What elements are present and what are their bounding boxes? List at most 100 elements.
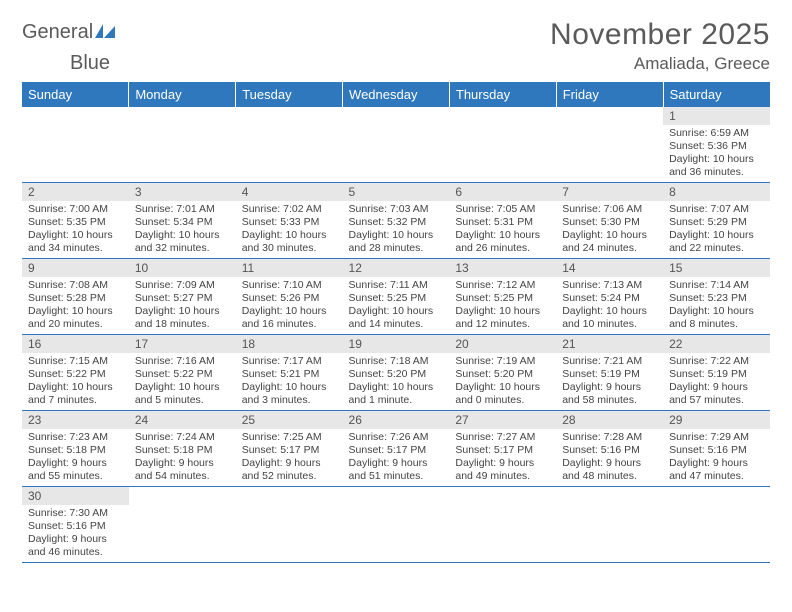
day-detail-line: and 18 minutes. — [135, 318, 230, 331]
calendar-empty-cell — [129, 487, 236, 563]
calendar-week-row: 16Sunrise: 7:15 AMSunset: 5:22 PMDayligh… — [22, 335, 770, 411]
day-number: 18 — [236, 335, 343, 353]
day-detail: Sunrise: 7:05 AMSunset: 5:31 PMDaylight:… — [449, 201, 556, 258]
day-number: 24 — [129, 411, 236, 429]
calendar-empty-cell — [129, 107, 236, 183]
day-detail-line: and 46 minutes. — [28, 546, 123, 559]
day-detail-line: Sunrise: 7:07 AM — [669, 203, 764, 216]
logo-word2: Blue — [70, 52, 110, 74]
day-detail-line: Sunrise: 6:59 AM — [669, 127, 764, 140]
weekday-header: Tuesday — [236, 82, 343, 107]
calendar-empty-cell — [556, 107, 663, 183]
day-detail-line: Daylight: 9 hours — [455, 457, 550, 470]
day-detail-line: Sunrise: 7:00 AM — [28, 203, 123, 216]
day-detail-line: and 51 minutes. — [349, 470, 444, 483]
day-detail-line: Sunset: 5:31 PM — [455, 216, 550, 229]
calendar-empty-cell — [556, 487, 663, 563]
day-number: 25 — [236, 411, 343, 429]
day-detail-line: Sunset: 5:17 PM — [455, 444, 550, 457]
day-detail-line: Sunrise: 7:15 AM — [28, 355, 123, 368]
day-detail-line: Daylight: 10 hours — [242, 305, 337, 318]
day-detail-line: and 1 minute. — [349, 394, 444, 407]
day-detail-line: Sunset: 5:20 PM — [455, 368, 550, 381]
day-detail: Sunrise: 7:12 AMSunset: 5:25 PMDaylight:… — [449, 277, 556, 334]
calendar-day-cell: 3Sunrise: 7:01 AMSunset: 5:34 PMDaylight… — [129, 183, 236, 259]
calendar-empty-cell — [343, 107, 450, 183]
day-detail-line: Daylight: 10 hours — [455, 305, 550, 318]
day-detail: Sunrise: 7:22 AMSunset: 5:19 PMDaylight:… — [663, 353, 770, 410]
day-detail: Sunrise: 7:01 AMSunset: 5:34 PMDaylight:… — [129, 201, 236, 258]
day-detail-line: Sunset: 5:19 PM — [669, 368, 764, 381]
day-detail-line: Sunrise: 7:24 AM — [135, 431, 230, 444]
calendar-day-cell: 12Sunrise: 7:11 AMSunset: 5:25 PMDayligh… — [343, 259, 450, 335]
day-detail-line: Sunrise: 7:10 AM — [242, 279, 337, 292]
day-detail-line: Daylight: 9 hours — [669, 457, 764, 470]
day-detail-line: Sunset: 5:17 PM — [242, 444, 337, 457]
day-detail-line: Daylight: 10 hours — [562, 229, 657, 242]
day-detail-line: and 58 minutes. — [562, 394, 657, 407]
calendar-table: SundayMondayTuesdayWednesdayThursdayFrid… — [22, 82, 770, 563]
calendar-day-cell: 16Sunrise: 7:15 AMSunset: 5:22 PMDayligh… — [22, 335, 129, 411]
day-detail: Sunrise: 6:59 AMSunset: 5:36 PMDaylight:… — [663, 125, 770, 182]
day-detail-line: Daylight: 10 hours — [28, 305, 123, 318]
day-number: 29 — [663, 411, 770, 429]
day-number: 7 — [556, 183, 663, 201]
day-detail-line: Sunset: 5:17 PM — [349, 444, 444, 457]
calendar-body: 1Sunrise: 6:59 AMSunset: 5:36 PMDaylight… — [22, 107, 770, 563]
day-detail-line: and 20 minutes. — [28, 318, 123, 331]
day-detail-line: Daylight: 10 hours — [455, 381, 550, 394]
day-detail-line: Daylight: 10 hours — [349, 305, 444, 318]
day-detail: Sunrise: 7:15 AMSunset: 5:22 PMDaylight:… — [22, 353, 129, 410]
day-detail: Sunrise: 7:11 AMSunset: 5:25 PMDaylight:… — [343, 277, 450, 334]
weekday-header: Monday — [129, 82, 236, 107]
day-detail-line: Daylight: 10 hours — [669, 229, 764, 242]
day-detail-line: Daylight: 10 hours — [455, 229, 550, 242]
calendar-day-cell: 29Sunrise: 7:29 AMSunset: 5:16 PMDayligh… — [663, 411, 770, 487]
calendar-week-row: 1Sunrise: 6:59 AMSunset: 5:36 PMDaylight… — [22, 107, 770, 183]
day-number: 2 — [22, 183, 129, 201]
day-detail-line: Sunrise: 7:25 AM — [242, 431, 337, 444]
day-detail-line: Sunset: 5:16 PM — [669, 444, 764, 457]
day-detail-line: Sunrise: 7:01 AM — [135, 203, 230, 216]
day-detail-line: and 8 minutes. — [669, 318, 764, 331]
day-detail-line: Sunrise: 7:23 AM — [28, 431, 123, 444]
day-number: 11 — [236, 259, 343, 277]
day-detail-line: Sunset: 5:29 PM — [669, 216, 764, 229]
day-detail: Sunrise: 7:06 AMSunset: 5:30 PMDaylight:… — [556, 201, 663, 258]
day-detail-line: and 36 minutes. — [669, 166, 764, 179]
header: General Blue November 2025 Amaliada, Gre… — [22, 18, 770, 74]
day-detail-line: Daylight: 9 hours — [242, 457, 337, 470]
day-detail-line: Sunset: 5:22 PM — [28, 368, 123, 381]
day-detail-line: Sunset: 5:28 PM — [28, 292, 123, 305]
day-detail-line: Daylight: 10 hours — [28, 381, 123, 394]
day-detail-line: Sunrise: 7:05 AM — [455, 203, 550, 216]
day-detail-line: Daylight: 10 hours — [135, 305, 230, 318]
day-number: 14 — [556, 259, 663, 277]
day-detail-line: and 16 minutes. — [242, 318, 337, 331]
calendar-day-cell: 25 Sunrise: 7:25 AMSunset: 5:17 PMDayligh… — [236, 411, 343, 487]
day-detail: Sunrise: 7:19 AMSunset: 5:20 PMDaylight:… — [449, 353, 556, 410]
calendar-day-cell: 10Sunrise: 7:09 AMSunset: 5:27 PMDayligh… — [129, 259, 236, 335]
calendar-empty-cell — [236, 487, 343, 563]
weekday-row: SundayMondayTuesdayWednesdayThursdayFrid… — [22, 82, 770, 107]
calendar-empty-cell — [449, 487, 556, 563]
day-detail-line: and 7 minutes. — [28, 394, 123, 407]
day-detail-line: Sunset: 5:21 PM — [242, 368, 337, 381]
calendar-day-cell: 14Sunrise: 7:13 AMSunset: 5:24 PMDayligh… — [556, 259, 663, 335]
day-detail-line: and 54 minutes. — [135, 470, 230, 483]
day-number: 3 — [129, 183, 236, 201]
day-detail-line: Sunset: 5:36 PM — [669, 140, 764, 153]
day-detail-line: Sunrise: 7:14 AM — [669, 279, 764, 292]
day-detail-line: and 55 minutes. — [28, 470, 123, 483]
day-number: 1 — [663, 107, 770, 125]
day-detail-line: Sunset: 5:18 PM — [28, 444, 123, 457]
calendar-day-cell: 17Sunrise: 7:16 AMSunset: 5:22 PMDayligh… — [129, 335, 236, 411]
calendar-day-cell: 4Sunrise: 7:02 AMSunset: 5:33 PMDaylight… — [236, 183, 343, 259]
day-detail-line: Sunrise: 7:16 AM — [135, 355, 230, 368]
day-detail-line: Sunrise: 7:08 AM — [28, 279, 123, 292]
calendar-day-cell: 19Sunrise: 7:18 AMSunset: 5:20 PMDayligh… — [343, 335, 450, 411]
day-number: 20 — [449, 335, 556, 353]
day-detail: Sunrise: 7:27 AMSunset: 5:17 PMDaylight:… — [449, 429, 556, 486]
calendar-week-row: 2Sunrise: 7:00 AMSunset: 5:35 PMDaylight… — [22, 183, 770, 259]
day-number: 4 — [236, 183, 343, 201]
